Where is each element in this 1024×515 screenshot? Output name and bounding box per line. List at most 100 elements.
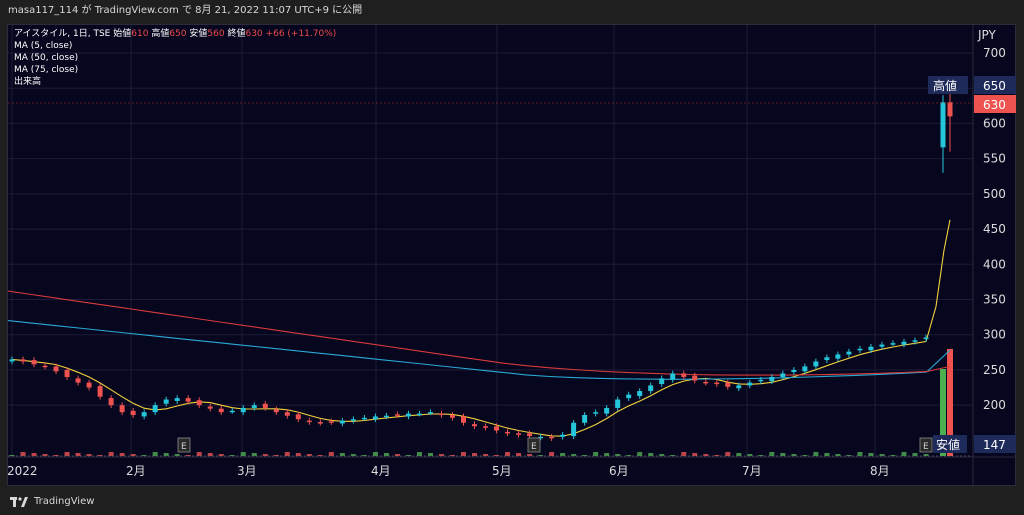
volume-bar-48: [538, 455, 544, 456]
candle-body-63: [703, 381, 709, 384]
candle-body-29: [328, 421, 334, 423]
chart-panel[interactable]: 200 250 300 350 400 450 500 550 600 700 2022 2月 3月 4…: [7, 24, 1017, 487]
candle-body-11: [130, 410, 136, 416]
candle-body-9: [108, 398, 114, 406]
volume-bar-66: [736, 453, 742, 456]
candle-body-39: [438, 413, 444, 416]
tradingview-brand: TradingView: [34, 496, 95, 507]
candle-body-40: [449, 415, 455, 418]
earnings-marker-0[interactable]: [177, 437, 191, 453]
volume-bar-30: [339, 453, 345, 456]
price-chart[interactable]: 200 250 300 350 400 450 500 550 600 700 2022 2月 3月 4…: [7, 25, 1017, 487]
volume-bar-10: [119, 453, 125, 456]
volume-bar-45: [505, 452, 511, 456]
earnings-marker-2[interactable]: [919, 437, 933, 453]
y-tick-550: 550: [983, 152, 1006, 166]
legend-ma75[interactable]: MA (75, close): [14, 65, 79, 75]
volume-bar-79: [879, 454, 885, 456]
x-tick-4: 5月: [492, 464, 512, 478]
volume-bar-46: [516, 453, 522, 456]
ma75-line[interactable]: [7, 290, 951, 376]
candle-body-23: [262, 403, 268, 408]
legend-close-value: 630: [245, 29, 263, 39]
candle-body-22: [251, 405, 257, 408]
candle-body-64: [714, 382, 720, 385]
y-tick-600: 600: [983, 116, 1006, 130]
y-tick-300: 300: [983, 328, 1006, 342]
volume-bar-43: [483, 454, 489, 456]
price-axis: 200 250 300 350 400 450 500 550 600 700: [983, 46, 1006, 412]
volume-bar-22: [251, 453, 257, 456]
volume-bar-61: [681, 452, 687, 456]
legend-ma5[interactable]: MA (5, close): [14, 41, 73, 51]
candle-body-12: [141, 412, 147, 417]
volume-bar-15: [174, 454, 180, 456]
candle-body-45: [505, 431, 511, 434]
candle-body-24: [273, 409, 279, 413]
legend-close-label: 終値: [227, 29, 246, 39]
legend-volume[interactable]: 出来高: [14, 77, 42, 87]
volume-bar-70: [780, 453, 786, 456]
candle-body-7: [86, 382, 92, 388]
earnings-marker-label-1: E: [531, 442, 537, 452]
volume-bar-77: [857, 452, 863, 456]
volume-bar-82: [912, 453, 918, 456]
volume-bar-7: [86, 454, 92, 456]
volume-bar-40: [449, 455, 455, 456]
volume-bar-78: [868, 453, 874, 456]
tradingview-logo[interactable]: TradingView: [10, 488, 94, 515]
currency-label: JPY: [977, 28, 997, 42]
volume-bar-44: [494, 455, 500, 456]
candle-body-51: [571, 422, 577, 437]
earnings-marker-1[interactable]: [527, 437, 541, 453]
candle-body-68: [758, 379, 764, 382]
ma50-line[interactable]: [7, 320, 951, 380]
legend-ma50[interactable]: MA (50, close): [14, 53, 79, 63]
candle-body-44: [494, 426, 500, 431]
volume-bar-25: [284, 452, 290, 456]
volume-bar-0: [9, 455, 15, 456]
volume-bar-47: [527, 454, 533, 456]
volume-bar-37: [416, 452, 422, 456]
x-tick-2: 3月: [237, 464, 257, 478]
y-tick-350: 350: [983, 293, 1006, 307]
legend-symbol: アイスタイル, 1日, TSE: [14, 29, 111, 39]
volume-bar-20: [229, 455, 235, 456]
volume-bar-18: [207, 453, 213, 456]
volume-bar-27: [306, 454, 312, 456]
candle-body-83: [923, 337, 929, 340]
candle-body-65: [725, 382, 731, 387]
y-tick-250: 250: [983, 363, 1006, 377]
volume-bar-75: [835, 454, 841, 456]
volume-bar-83: [923, 454, 929, 456]
candle-body-66: [736, 385, 742, 389]
volume-bar-35: [394, 454, 400, 456]
candle-body-4: [53, 366, 59, 372]
high-tag-label: 高値: [933, 78, 957, 93]
volume-bar-76: [846, 455, 852, 456]
candle-body-37: [416, 413, 422, 416]
low-tag-label: 安値: [936, 437, 960, 452]
ma5-line[interactable]: [11, 219, 951, 437]
volume-bar-8: [97, 455, 103, 456]
legend-high-value: 650: [169, 29, 187, 39]
volume-bar-73: [813, 452, 819, 456]
candle-body-43: [483, 426, 489, 428]
low-value-label: 147: [983, 438, 1006, 452]
volume-bar-12: [141, 455, 147, 456]
volume-bar-81: [901, 452, 907, 456]
candle-body-31: [350, 419, 356, 421]
candle-body-19: [218, 408, 224, 413]
candle-body-34: [383, 415, 389, 418]
candle-body-36: [405, 413, 411, 417]
legend-low-value: 560: [207, 29, 225, 39]
volume-bar-33: [372, 452, 378, 456]
volume-bars: [9, 349, 953, 456]
candlesticks: [9, 88, 953, 442]
surge-volume-1: [947, 349, 953, 456]
volume-bar-62: [692, 453, 698, 456]
volume-bar-74: [824, 453, 830, 456]
x-tick-1: 2月: [126, 464, 146, 478]
footer-bar: TradingView: [0, 488, 1024, 515]
